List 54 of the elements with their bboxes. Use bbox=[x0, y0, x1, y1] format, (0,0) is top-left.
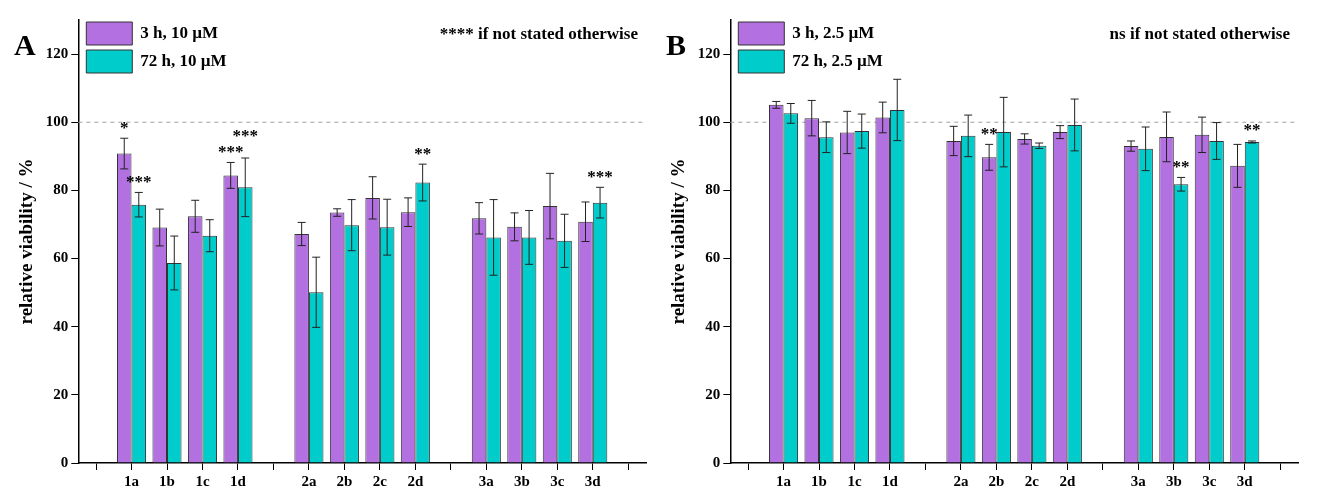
y-tick-label: 40 bbox=[53, 317, 69, 334]
x-tick-label: 1d bbox=[230, 472, 247, 489]
y-tick-label: 100 bbox=[697, 113, 721, 130]
x-tick-label: 1a bbox=[776, 472, 792, 489]
x-tick-label: 2d bbox=[1059, 472, 1076, 489]
x-tick-label: 1a bbox=[124, 472, 140, 489]
x-tick-label: 3c bbox=[1202, 472, 1217, 489]
y-tick-label: 20 bbox=[705, 385, 721, 402]
y-tick-label: 100 bbox=[45, 113, 69, 130]
y-tick-label: 80 bbox=[705, 181, 721, 198]
annotation: ns if not stated otherwise bbox=[1109, 23, 1291, 43]
y-axis-title: relative viability / % bbox=[15, 158, 37, 325]
x-tick-label: 2b bbox=[336, 472, 353, 489]
annotation: *** bbox=[587, 166, 613, 186]
x-tick-label: 2c bbox=[372, 472, 388, 489]
x-tick-label: 1c bbox=[195, 472, 210, 489]
x-tick-label: 2b bbox=[988, 472, 1005, 489]
y-tick-label: 0 bbox=[712, 453, 721, 470]
x-tick-label: 3d bbox=[584, 472, 602, 489]
x-tick-label: 1b bbox=[159, 472, 175, 489]
chart-title: A bbox=[14, 27, 36, 61]
x-tick-label: 3a bbox=[478, 472, 495, 489]
annotation: * bbox=[120, 117, 129, 137]
x-tick-label: 2a bbox=[301, 472, 317, 489]
y-tick-label: 40 bbox=[705, 317, 721, 334]
chart-title: B bbox=[666, 27, 687, 61]
annotation: ** bbox=[414, 143, 432, 163]
x-tick-label: 2d bbox=[407, 472, 424, 489]
x-tick-label: 3c bbox=[550, 472, 565, 489]
x-tick-label: 2a bbox=[953, 472, 969, 489]
legend-label: 72 h, 2.5 µM bbox=[792, 51, 883, 71]
y-tick-label: 0 bbox=[60, 453, 69, 470]
y-tick-label: 60 bbox=[705, 249, 721, 266]
x-tick-label: 1d bbox=[882, 472, 899, 489]
x-tick-label: 3d bbox=[1236, 472, 1254, 489]
x-tick-label: 3a bbox=[1130, 472, 1147, 489]
legend-label: 3 h, 2.5 µM bbox=[792, 23, 875, 43]
annotation: ** bbox=[980, 123, 998, 143]
y-tick-label: 20 bbox=[53, 385, 69, 402]
x-tick-label: 1b bbox=[811, 472, 827, 489]
y-tick-label: 60 bbox=[53, 249, 69, 266]
y-axis-title: relative viability / % bbox=[667, 158, 689, 325]
annotation: ** bbox=[1243, 120, 1261, 140]
x-tick-label: 3b bbox=[1165, 472, 1182, 489]
legend-label: 72 h, 10 µM bbox=[140, 51, 227, 71]
x-tick-label: 2c bbox=[1024, 472, 1040, 489]
x-tick-label: 1c bbox=[847, 472, 862, 489]
legend-label: 3 h, 10 µM bbox=[140, 23, 219, 43]
y-tick-label: 120 bbox=[45, 44, 69, 61]
annotation: **** if not stated otherwise bbox=[439, 23, 639, 43]
y-tick-label: 120 bbox=[697, 44, 721, 61]
x-tick-label: 3b bbox=[513, 472, 530, 489]
y-tick-label: 80 bbox=[53, 181, 69, 198]
annotation: ** bbox=[1172, 156, 1190, 176]
